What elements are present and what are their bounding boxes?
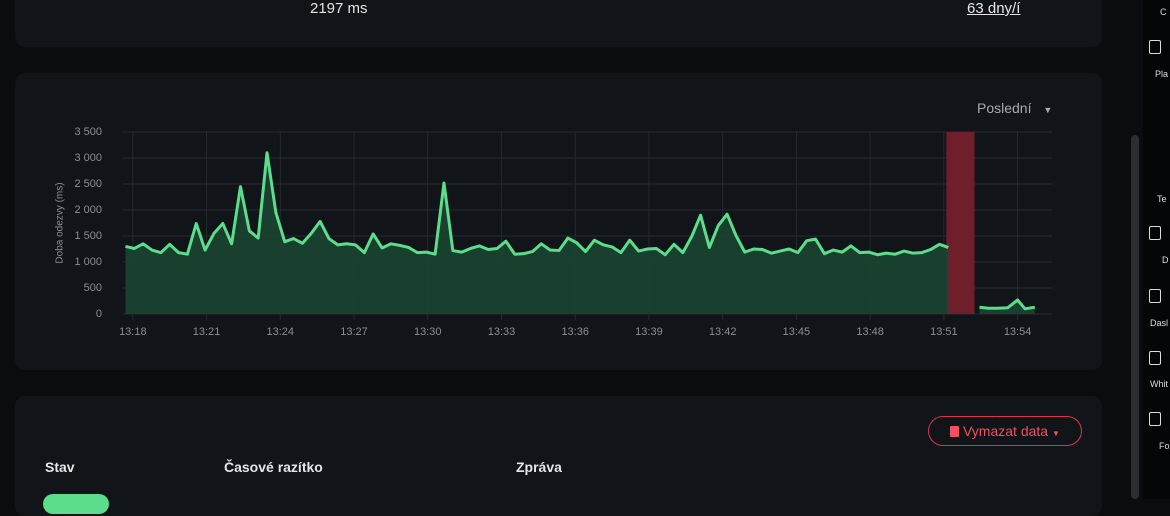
cert-expiry[interactable]: 63 dny/í: [967, 0, 1021, 17]
y-tick-label: 3 000: [74, 152, 102, 164]
x-tick-label: 13:39: [635, 326, 663, 338]
col-message: Zpráva: [516, 459, 562, 475]
events-card: Vymazat data ▼ Stav Časové razítko Zpráv…: [15, 396, 1102, 516]
y-axis-label: Doba odezvy (ms): [55, 182, 66, 263]
x-tick-label: 13:21: [193, 326, 221, 338]
response-time: 2197 ms: [310, 0, 368, 17]
x-tick-label: 13:36: [561, 326, 589, 338]
x-tick-label: 13:30: [414, 326, 442, 338]
sidebar-item[interactable]: Dasl: [1150, 318, 1169, 328]
sidebar-item[interactable]: Fo: [1159, 441, 1170, 451]
sidebar-item[interactable]: Te: [1157, 194, 1167, 204]
trash-icon: [950, 426, 960, 437]
series-area: [125, 152, 1035, 314]
icon: [1149, 289, 1161, 303]
summary-card: 2197 ms 63 dny/í: [15, 0, 1102, 47]
y-tick-label: 1 500: [74, 230, 102, 242]
icon: [1149, 226, 1161, 240]
clear-label: Vymazat data: [962, 423, 1049, 439]
x-tick-label: 13:42: [709, 326, 737, 338]
sidebar-item[interactable]: C: [1160, 7, 1167, 17]
col-time: Časové razítko: [224, 459, 323, 475]
chart: Doba odezvy (ms) 0 500 1 000 1 500 2 000 2 50…: [55, 126, 1052, 338]
y-tick-label: 1 000: [74, 256, 102, 268]
status-pill: [43, 494, 109, 514]
page: 2197 ms 63 dny/í Poslední ▼ Doba odezvy …: [15, 0, 1170, 514]
icon: [1149, 412, 1161, 426]
y-tick-label: 500: [84, 282, 102, 294]
y-tick-label: 2 000: [74, 204, 102, 216]
chart-card: [15, 73, 1102, 370]
period-select[interactable]: Poslední ▼: [977, 100, 1052, 116]
sidebar: C Pla Te D Dasl Whit Fo: [1143, 0, 1170, 499]
x-tick-label: 13:45: [783, 326, 811, 338]
x-tick-label: 13:54: [1004, 326, 1032, 338]
x-tick-label: 13:18: [119, 326, 147, 338]
y-tick-label: 3 500: [74, 126, 102, 138]
y-tick-label: 0: [96, 308, 102, 320]
downtime-band: [946, 132, 975, 314]
x-tick-label: 13:24: [267, 326, 295, 338]
sidebar-item[interactable]: Whit: [1150, 379, 1168, 389]
x-tick-label: 13:51: [930, 326, 958, 338]
x-tick-label: 13:33: [488, 326, 516, 338]
caret: ▼: [1043, 105, 1053, 115]
scrollbar: [1131, 135, 1139, 499]
y-tick-label: 2 500: [74, 178, 102, 190]
icon: [1149, 351, 1161, 365]
x-tick-label: 13:48: [856, 326, 884, 338]
x-tick-label: 13:27: [340, 326, 368, 338]
clear-button[interactable]: Vymazat data ▼: [928, 416, 1082, 446]
period-label: Poslední: [977, 100, 1032, 116]
icon: [1149, 40, 1161, 54]
sidebar-item[interactable]: D: [1162, 255, 1169, 265]
caret: ▼: [1051, 429, 1060, 438]
series-line: [125, 151, 1036, 311]
sidebar-item[interactable]: Pla: [1155, 69, 1169, 79]
col-status: Stav: [45, 459, 75, 475]
